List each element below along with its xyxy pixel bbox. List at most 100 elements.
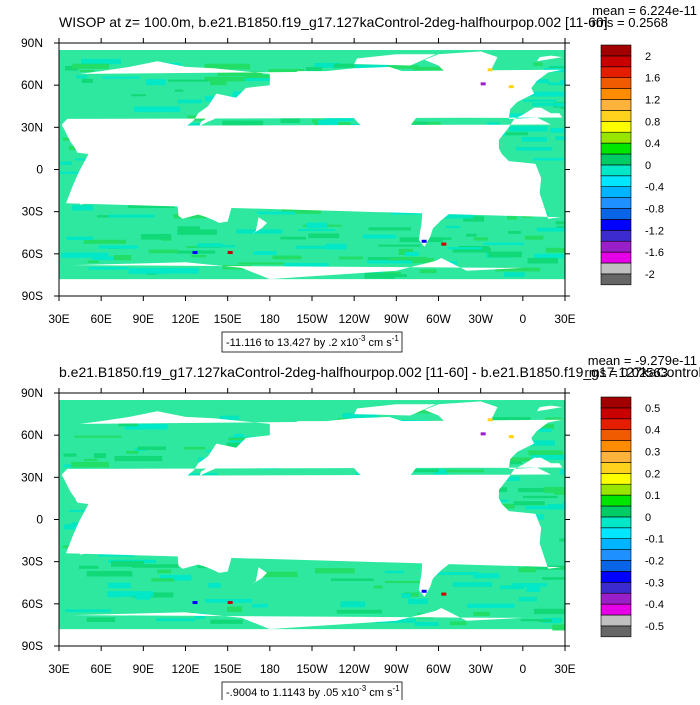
field-band xyxy=(124,423,168,430)
land-mask xyxy=(656,513,671,528)
land-mask xyxy=(177,535,232,573)
field-band xyxy=(447,247,483,250)
land-mask xyxy=(656,163,671,178)
colorbar-label: 0.2 xyxy=(645,468,660,480)
colorbar-box xyxy=(600,625,632,638)
land-mask xyxy=(31,406,56,412)
field-band xyxy=(473,611,490,616)
field-band xyxy=(71,461,109,468)
extreme-speckle xyxy=(508,435,514,439)
mean-label: mean = 6.224e-11 xyxy=(592,3,697,18)
field-band xyxy=(401,593,411,599)
field-band xyxy=(81,78,93,83)
field-band xyxy=(342,413,378,419)
field-band xyxy=(68,509,89,513)
extreme-speckle xyxy=(421,239,427,243)
colorbar-label: 0.3 xyxy=(645,447,660,459)
field-band xyxy=(217,71,263,77)
field-band xyxy=(317,120,339,126)
field-band xyxy=(107,582,131,589)
x-tick-label: 120E xyxy=(171,312,199,326)
field-band xyxy=(177,229,217,235)
field-band xyxy=(532,158,564,161)
colorbar-label: 0.4 xyxy=(645,425,660,437)
field-band xyxy=(483,242,525,246)
field-band xyxy=(503,272,525,277)
field-band xyxy=(114,455,163,462)
field-band xyxy=(245,78,274,82)
field-band xyxy=(268,68,305,74)
extreme-speckle xyxy=(441,592,447,596)
colorbar-box xyxy=(600,494,632,507)
x-tick-label: 30E xyxy=(48,312,69,326)
field-band xyxy=(236,229,283,234)
field-band xyxy=(521,137,548,142)
field-band xyxy=(283,263,329,267)
field-band xyxy=(473,573,500,579)
field-band xyxy=(205,598,253,603)
land-mask xyxy=(568,411,700,518)
extreme-speckle xyxy=(227,251,233,255)
field-band xyxy=(419,269,437,274)
y-tick-label: 60N xyxy=(21,78,43,92)
field-band xyxy=(83,239,126,244)
land-mask xyxy=(61,61,563,169)
colorbar-label: 1.6 xyxy=(645,73,660,85)
x-tick-label: 90W xyxy=(384,662,409,676)
y-tick-label: 90S xyxy=(22,289,43,303)
field-band xyxy=(522,495,558,499)
field-band xyxy=(494,487,508,493)
field-band xyxy=(219,415,240,420)
chart-title: b.e21.B1850.f19_g17.127kaControl-2deg-ha… xyxy=(59,364,700,380)
field-band xyxy=(208,582,221,588)
range-text: -11.116 to 13.427 by .2 x10 xyxy=(226,337,358,349)
x-tick-label: 150W xyxy=(296,662,328,676)
data-field xyxy=(31,400,700,646)
colorbar-box xyxy=(600,396,632,409)
range-unit: cm s xyxy=(365,337,392,349)
land-mask xyxy=(202,520,228,533)
range-exponent: -3 xyxy=(358,334,366,343)
field-band xyxy=(560,79,565,83)
y-tick-label: 0 xyxy=(36,163,43,177)
land-mask xyxy=(251,217,267,235)
field-band xyxy=(499,499,509,502)
field-band xyxy=(156,618,196,622)
field-band xyxy=(560,624,565,630)
x-tick-label: 60E xyxy=(90,312,111,326)
field-band xyxy=(60,161,72,165)
land-mask xyxy=(683,185,700,223)
land-mask xyxy=(579,258,700,296)
land-mask xyxy=(251,567,267,585)
field-band xyxy=(521,91,565,97)
colorbar-label: -0.3 xyxy=(645,577,664,589)
field-band xyxy=(295,245,338,249)
field-band xyxy=(431,237,452,240)
mean-label: mean = -9.279e-11 xyxy=(588,353,697,368)
extreme-speckle xyxy=(487,68,493,72)
land-mask xyxy=(676,160,690,175)
field-band xyxy=(513,501,545,506)
colorbar-box xyxy=(600,121,632,133)
colorbar-box xyxy=(600,186,632,198)
x-tick-label: 120E xyxy=(171,662,199,676)
field-band xyxy=(408,598,428,605)
field-band xyxy=(488,251,522,258)
field-band xyxy=(210,619,243,624)
colorbar-label: -1.2 xyxy=(645,225,664,237)
land-mask xyxy=(199,109,217,126)
land-mask xyxy=(354,404,436,416)
colorbar-box xyxy=(600,549,632,561)
colorbar-label: -1.6 xyxy=(645,247,664,259)
x-tick-label: 60W xyxy=(426,312,451,326)
x-tick-label: 30E xyxy=(48,662,69,676)
field-band xyxy=(528,450,563,456)
land-mask xyxy=(536,405,563,412)
colorbar-label: 1.2 xyxy=(645,95,660,107)
colorbar-box xyxy=(600,77,632,89)
field-band xyxy=(507,457,546,462)
field-band xyxy=(65,65,79,71)
field-band xyxy=(438,214,474,219)
field-band xyxy=(84,458,98,461)
field-band xyxy=(63,453,77,457)
